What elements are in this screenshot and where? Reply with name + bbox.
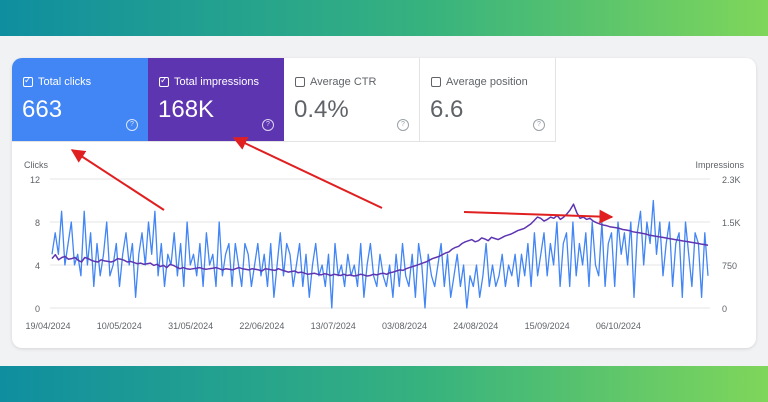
checkbox-checked-icon[interactable]: ✓: [159, 75, 169, 87]
right-tick-label: 1.5K: [722, 218, 741, 228]
metric-label: Average position: [446, 76, 528, 88]
impressions-series-line: [51, 203, 709, 277]
arrow-to-impressions: [232, 137, 383, 209]
left-tick-label: 0: [35, 304, 40, 314]
x-tick-label: 15/09/2024: [525, 321, 570, 331]
right-tick-label: 0: [722, 304, 727, 314]
bottom-gradient-band: [0, 366, 768, 402]
metric-value: 0.4%: [294, 96, 349, 123]
metric-label: Average CTR: [310, 76, 377, 88]
x-tick-label: 03/08/2024: [382, 321, 427, 331]
x-tick-label: 31/05/2024: [168, 321, 213, 331]
metric-average-ctr[interactable]: Average CTR 0.4% ?: [284, 58, 420, 142]
arrow-to-clicks: [70, 149, 165, 211]
left-tick-label: 8: [35, 218, 40, 228]
metric-header: Average position: [431, 76, 528, 88]
right-tick-label: 750: [722, 261, 737, 271]
top-gradient-band: [0, 0, 768, 36]
help-icon[interactable]: ?: [262, 119, 274, 131]
left-tick-label: 4: [35, 261, 40, 271]
left-axis-title: Clicks: [24, 160, 48, 170]
x-tick-label: 24/08/2024: [453, 321, 498, 331]
right-tick-label: 2.3K: [722, 175, 741, 185]
clicks-series-line: [51, 199, 709, 309]
x-tick-label: 10/05/2024: [97, 321, 142, 331]
metric-value: 663: [22, 96, 63, 123]
metric-average-position[interactable]: Average position 6.6 ?: [420, 58, 556, 142]
left-tick-label: 12: [30, 175, 40, 185]
right-axis-title: Impressions: [695, 160, 744, 170]
checkbox-checked-icon[interactable]: ✓: [23, 75, 33, 87]
help-icon[interactable]: ?: [533, 119, 545, 131]
x-tick-label: 19/04/2024: [25, 321, 70, 331]
metric-value: 6.6: [430, 96, 464, 123]
metric-header: Average CTR: [295, 76, 376, 88]
metric-total-impressions[interactable]: ✓ Total impressions 168K ?: [148, 58, 284, 142]
metric-total-clicks[interactable]: ✓ Total clicks 663 ?: [12, 58, 148, 142]
arrow-to-spike: [463, 209, 614, 224]
metric-header: ✓ Total impressions: [159, 75, 259, 88]
metric-value: 168K: [158, 96, 215, 123]
performance-card: ✓ Total clicks 663 ? ✓ Total impressions…: [12, 58, 756, 348]
x-tick-label: 22/06/2024: [239, 321, 284, 331]
x-tick-label: 06/10/2024: [596, 321, 641, 331]
metric-label: Total clicks: [38, 76, 92, 88]
checkbox-unchecked-icon[interactable]: [431, 77, 441, 87]
metric-label: Total impressions: [174, 76, 259, 88]
help-icon[interactable]: ?: [126, 119, 138, 131]
metric-header: ✓ Total clicks: [23, 75, 92, 88]
help-icon[interactable]: ?: [397, 119, 409, 131]
x-tick-label: 13/07/2024: [311, 321, 356, 331]
checkbox-unchecked-icon[interactable]: [295, 77, 305, 87]
performance-chart: 0 0 4 750 8 1.5K 12 2.3K Clicks Impressions 19/04/…: [24, 137, 745, 331]
